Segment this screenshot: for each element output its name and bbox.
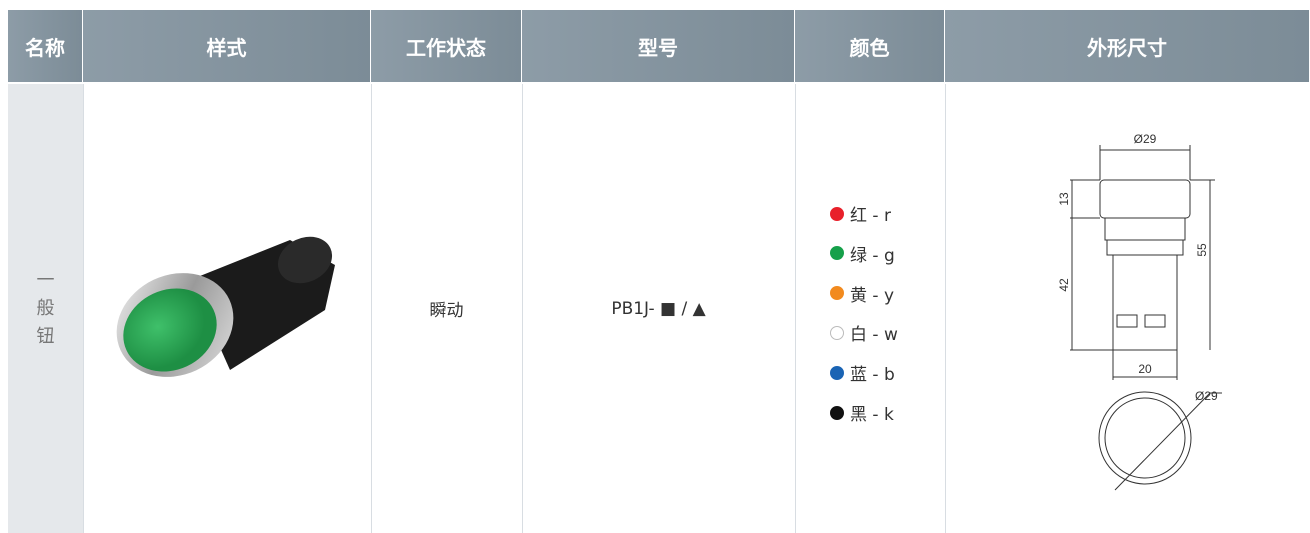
name-cell: 一般钮 [8, 84, 83, 533]
color-label: 黑 - k [850, 405, 894, 425]
state: 瞬动 [429, 301, 464, 321]
color-label: 黄 - y [850, 285, 895, 306]
header-cell: 颜色 [795, 10, 945, 82]
color-item: 红 - r [830, 201, 891, 226]
color-dot [830, 365, 844, 380]
color-item: 绿 - g [830, 241, 895, 266]
color-dot [830, 286, 844, 301]
dim-label: Ø29 [1134, 132, 1157, 146]
color-dot [830, 206, 844, 221]
product-image [116, 236, 335, 377]
dim-label: 13 [1057, 192, 1071, 206]
color-dot [830, 405, 844, 420]
header-cell: 样式 [83, 10, 371, 82]
dim-label: 55 [1195, 243, 1209, 257]
header-cell: 工作状态 [371, 10, 522, 82]
name: 一般钮 [36, 269, 55, 347]
color-label: 红 - r [850, 206, 891, 226]
color-item: 黑 - k [830, 400, 894, 425]
color-item: 白 - w [830, 320, 898, 345]
color-dot [830, 246, 844, 261]
dim-label: 42 [1057, 278, 1071, 292]
dimension-drawing: Ø29 13 55 42 20 Ø29 [1057, 132, 1222, 491]
color-label: 白 - w [850, 325, 898, 346]
header-cell: 外形尺寸 [945, 10, 1310, 82]
divider [945, 84, 946, 533]
dim-label: Ø29 [1195, 389, 1218, 403]
color-label: 绿 - g [850, 245, 895, 266]
model: PB1J- ■ / ▲ [611, 298, 706, 319]
color-item: 黄 - y [830, 281, 894, 306]
header-cell: 名称 [8, 10, 83, 82]
header-cell: 型号 [522, 10, 795, 82]
divider [83, 84, 84, 533]
color-item: 蓝 - b [830, 360, 895, 385]
divider [371, 84, 372, 533]
divider [795, 84, 796, 533]
divider [522, 84, 523, 533]
color-dot [830, 325, 844, 340]
color-label: 蓝 - b [850, 365, 895, 386]
dim-label: 20 [1138, 362, 1152, 376]
